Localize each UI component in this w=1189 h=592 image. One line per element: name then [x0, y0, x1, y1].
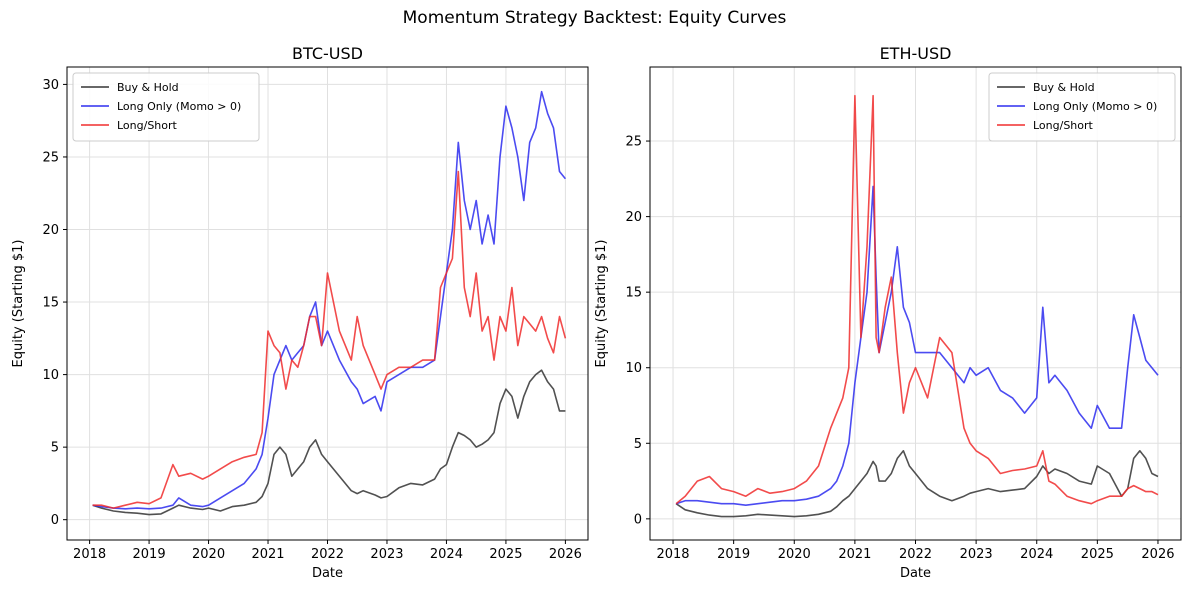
y-tick-label: 15: [625, 286, 642, 301]
x-tick-label: 2024: [430, 547, 463, 562]
legend-label: Long/Short: [1033, 119, 1094, 132]
x-axis-label: Date: [900, 566, 931, 581]
y-tick-label: 25: [42, 150, 59, 165]
subplot-title: ETH-USD: [880, 44, 952, 63]
x-tick-label: 2022: [311, 547, 344, 562]
x-tick-label: 2022: [899, 547, 932, 562]
panel-btc: 2018 2019 2020 2021 2022 2023 2024 2025 20260510…: [11, 44, 589, 581]
series-line-1: [92, 90, 567, 510]
y-axis-label: Equity (Starting $1): [594, 240, 609, 368]
x-tick-label: 2021: [251, 547, 284, 562]
legend-box: [72, 72, 260, 142]
y-tick-label: 20: [625, 210, 642, 225]
x-tick-label: 2026: [1141, 547, 1174, 562]
x-tick-label: 2021: [838, 547, 871, 562]
legend-box: [988, 72, 1176, 142]
y-tick-label: 25: [625, 135, 642, 150]
y-tick-label: 10: [42, 368, 59, 383]
x-tick-label: 2018: [73, 547, 106, 562]
x-tick-label: 2019: [133, 547, 166, 562]
x-tick-label: 2020: [778, 547, 811, 562]
x-tick-label: 2024: [1020, 547, 1053, 562]
y-tick-label: 10: [625, 361, 642, 376]
x-tick-label: 2023: [960, 547, 993, 562]
x-tick-label: 2025: [1081, 547, 1114, 562]
series-line-1: [675, 185, 1159, 507]
series-line-0: [92, 369, 566, 516]
x-tick-label: 2023: [370, 547, 403, 562]
x-tick-label: 2019: [717, 547, 750, 562]
x-tick-label: 2026: [549, 547, 582, 562]
y-tick-label: 0: [51, 513, 59, 528]
x-tick-label: 2018: [656, 547, 689, 562]
series-line-2: [675, 94, 1159, 505]
subplot-title: BTC-USD: [292, 44, 363, 63]
series-line-2: [92, 170, 567, 509]
y-axis-label: Equity (Starting $1): [11, 240, 26, 368]
y-tick-label: 15: [42, 296, 59, 311]
legend-label: Long/Short: [117, 119, 178, 132]
y-tick-label: 0: [634, 512, 642, 527]
legend-label: Buy & Hold: [1033, 81, 1095, 94]
x-tick-label: 2020: [192, 547, 225, 562]
legend-label: Buy & Hold: [117, 81, 179, 94]
y-tick-label: 5: [634, 437, 642, 452]
y-tick-label: 20: [42, 223, 59, 238]
x-tick-label: 2025: [489, 547, 522, 562]
x-axis-label: Date: [312, 566, 343, 581]
panel-eth: 2018 2019 2020 2021 2022 2023 2024 2025 20260510…: [594, 44, 1182, 581]
legend-label: Long Only (Momo > 0): [1033, 100, 1157, 113]
figure-title: Momentum Strategy Backtest: Equity Curve…: [402, 8, 787, 28]
y-tick-label: 30: [42, 78, 59, 93]
legend-label: Long Only (Momo > 0): [117, 100, 241, 113]
series-line-0: [675, 449, 1159, 518]
y-tick-label: 5: [51, 441, 59, 456]
